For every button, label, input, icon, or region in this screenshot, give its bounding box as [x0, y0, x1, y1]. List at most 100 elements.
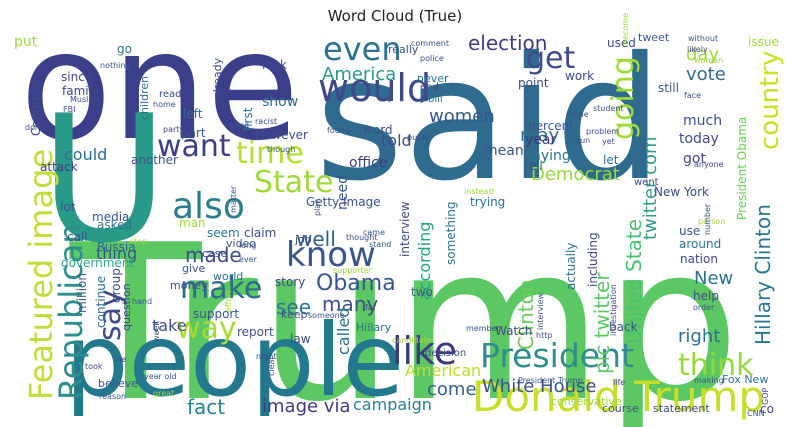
word-russia: Russia — [97, 240, 136, 254]
word-democrat: Democrat — [531, 164, 620, 185]
word-million: million — [75, 273, 89, 313]
word-republican: Republican — [52, 223, 90, 400]
word-nation: nation — [680, 252, 718, 266]
word-came: came — [363, 228, 385, 237]
word-right: right — [678, 326, 720, 347]
word-well: well — [296, 227, 336, 251]
word-according: according — [415, 222, 434, 300]
word-pic-twitter: pic twitter — [590, 272, 614, 374]
word-like: like — [392, 329, 457, 373]
word-person: person — [698, 217, 725, 226]
word-mean: mean — [484, 143, 524, 159]
word-end: end — [420, 82, 439, 93]
word-video: video — [226, 237, 256, 250]
word-ever: ever — [239, 255, 258, 264]
word-fox-new: Fox New — [722, 373, 768, 386]
word-look: look — [262, 58, 287, 72]
word-see: see — [276, 295, 311, 319]
word-done: done — [25, 123, 45, 132]
word-lot: lot — [60, 200, 76, 214]
word-effort: effort — [224, 290, 233, 312]
word-also: also — [172, 186, 245, 227]
word-state: State — [254, 165, 333, 200]
word-congress: Congress — [29, 81, 43, 137]
word-tell: tell — [524, 159, 543, 173]
word-clinton: Clinton — [514, 279, 538, 350]
word-stop: stop — [130, 237, 147, 246]
word-party: party — [163, 125, 184, 134]
word-life: life — [613, 378, 625, 387]
word-someone: someone — [308, 311, 345, 320]
word-use: use — [679, 224, 700, 238]
word-money: money — [170, 279, 208, 292]
word-report: report — [237, 325, 274, 339]
word-case: case — [202, 247, 228, 260]
word-instead: instead — [464, 187, 494, 196]
word-election: election — [468, 31, 547, 55]
word-course: course — [602, 402, 639, 415]
word-tweet: tweet — [638, 31, 670, 44]
word-good: good — [229, 121, 249, 130]
word-call: call — [67, 230, 88, 244]
word-another: another — [131, 153, 178, 167]
word-first: first — [241, 107, 255, 131]
word-actually: actually — [564, 243, 578, 290]
word-know: know — [286, 235, 376, 275]
word-conservative: conservative — [551, 395, 622, 408]
word-thought: thought — [346, 233, 377, 242]
word-co: co — [760, 402, 774, 416]
word-never: never — [417, 72, 449, 85]
word-country: country — [755, 51, 785, 150]
word-bill: bill — [428, 94, 443, 105]
word-obama: Obama — [316, 271, 396, 296]
word-said: said — [315, 21, 663, 219]
word-people: people — [65, 302, 404, 419]
word-around: around — [679, 237, 721, 251]
word-word: word — [363, 123, 393, 137]
word-need: need — [335, 175, 351, 210]
word-day: day — [686, 44, 719, 65]
word-though: though — [267, 145, 295, 154]
word-believe: believe — [98, 377, 138, 390]
word-reason: reason — [99, 392, 126, 401]
word-member: member — [466, 324, 501, 333]
word-clear: clear — [267, 356, 276, 376]
word-trump: Trump — [69, 198, 740, 427]
word-united-state: United State — [622, 219, 646, 344]
word-new: New — [694, 268, 733, 289]
word-many: many — [322, 292, 378, 316]
word-could: could — [64, 145, 107, 164]
word-hillary-clinton: Hillary Clinton — [751, 204, 775, 345]
word-law: law — [290, 332, 311, 346]
word-took: took — [85, 362, 103, 371]
word-much: much — [683, 113, 722, 129]
word-world: world — [213, 270, 243, 283]
word-become: become — [621, 13, 630, 45]
word-featured-image: Featured image — [22, 149, 60, 400]
word-trying: trying — [470, 195, 505, 209]
word-far: far — [365, 303, 377, 312]
word-racist: racist — [255, 117, 277, 126]
word-help: help — [693, 289, 719, 303]
word-muslim: Muslim — [70, 95, 99, 104]
word-man: man — [179, 216, 206, 230]
word-going: going — [606, 56, 641, 140]
word-show: show — [262, 94, 298, 110]
word-white-house: White House — [482, 376, 596, 397]
word-likely: likely — [687, 45, 708, 54]
word-year-old: year old — [144, 372, 177, 381]
word-woman: woman — [694, 56, 723, 65]
word-say: say — [93, 289, 128, 341]
word-decision: decision — [425, 348, 466, 359]
word-office: office — [349, 155, 387, 171]
word-children: children — [138, 76, 151, 120]
word-give: give — [182, 262, 206, 275]
word-saying: saying — [525, 148, 571, 164]
word-cnn: CNN — [747, 409, 765, 418]
word-president-obama: President Obama — [735, 117, 749, 220]
word-thing: thing — [96, 244, 137, 263]
word-great: great — [153, 389, 174, 398]
word-america: America — [322, 64, 396, 85]
word-think: think — [678, 348, 754, 383]
